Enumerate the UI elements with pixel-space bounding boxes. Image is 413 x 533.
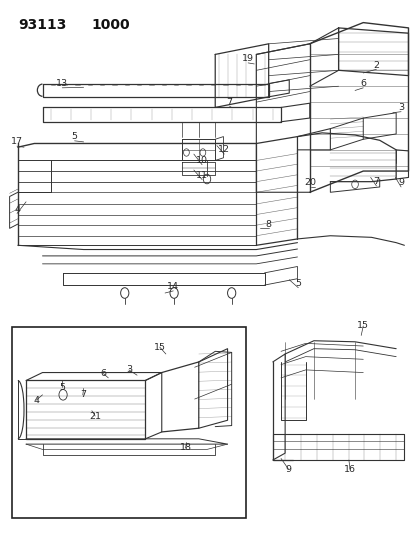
Text: 6: 6 (100, 369, 106, 378)
Text: 7: 7 (80, 390, 85, 399)
Text: 3: 3 (397, 103, 403, 112)
Text: 13: 13 (56, 79, 68, 88)
Text: 4: 4 (14, 205, 20, 214)
Bar (12, 327, 245, 519)
Text: 10: 10 (196, 156, 208, 165)
Text: 15: 15 (153, 343, 165, 352)
Text: 18: 18 (179, 443, 191, 453)
Text: 5: 5 (294, 279, 301, 288)
Text: 16: 16 (343, 465, 355, 473)
Text: 5: 5 (59, 383, 65, 392)
Text: 7: 7 (373, 177, 378, 186)
Text: 6: 6 (359, 79, 366, 88)
Text: 11: 11 (196, 171, 208, 180)
Text: 9: 9 (285, 465, 291, 473)
Text: 4: 4 (33, 395, 39, 405)
Text: 17: 17 (11, 138, 23, 147)
Text: 5: 5 (71, 132, 77, 141)
Text: 20: 20 (304, 178, 316, 187)
Text: 9: 9 (397, 178, 403, 187)
Text: 3: 3 (126, 366, 132, 374)
Text: 21: 21 (89, 411, 101, 421)
Text: 7: 7 (226, 98, 232, 107)
Text: 19: 19 (242, 54, 254, 63)
Text: 12: 12 (218, 146, 230, 155)
Text: 14: 14 (167, 282, 179, 291)
Text: 15: 15 (356, 321, 368, 330)
Text: 2: 2 (373, 61, 378, 69)
Text: 8: 8 (265, 220, 271, 229)
Text: 1000: 1000 (92, 18, 130, 33)
Text: 93113: 93113 (18, 18, 66, 33)
